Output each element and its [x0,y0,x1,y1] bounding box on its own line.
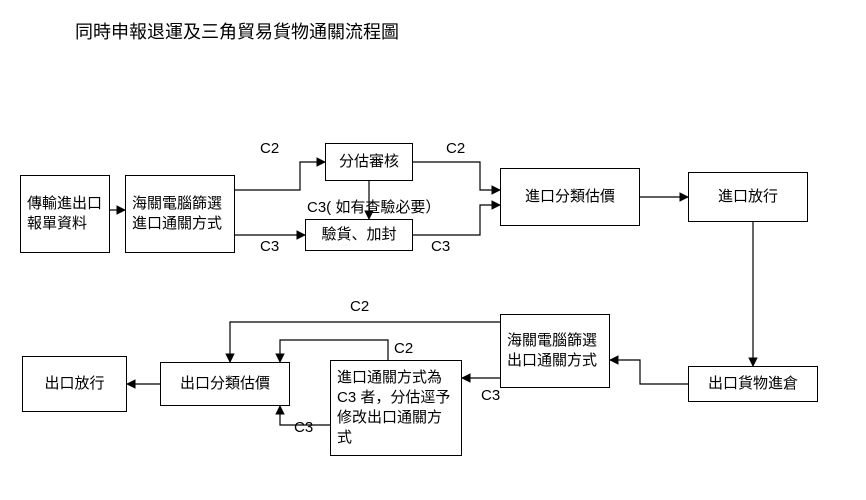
node-import-release: 進口放行 [688,172,808,222]
node-modify-export: 進口通關方式為 C3 者，分估逕予修改出口通關方式 [330,360,462,456]
edge-label: C3 [260,238,279,255]
node-import-classify: 進口分類估價 [500,168,640,226]
node-label: 進口通關方式為 C3 者，分估逕予修改出口通關方式 [337,368,455,449]
node-label: 進口放行 [718,187,778,207]
node-inspect-seal: 驗貨、加封 [305,219,413,251]
node-input-data: 傳輸進出口報單資料 [20,175,110,253]
edge-label: C2 [260,140,279,157]
node-export-release: 出口放行 [22,356,127,412]
node-label: 出口分類估價 [180,374,270,394]
node-label: 傳輸進出口報單資料 [27,194,103,235]
edge-label: C3( 如有查驗必要） [307,196,440,217]
node-export-warehouse: 出口貨物進倉 [688,366,818,402]
edge-label: C3 [294,419,313,436]
edge-label: C3 [431,238,450,255]
node-export-classify: 出口分類估價 [160,362,290,406]
node-import-screen: 海關電腦篩選進口通關方式 [125,175,235,253]
diagram-title: 同時申報退運及三角貿易貨物通關流程圖 [75,18,399,44]
node-label: 進口分類估價 [525,187,615,207]
edge-label: C3 [481,387,500,404]
node-label: 驗貨、加封 [321,225,396,245]
node-label: 出口放行 [44,374,104,394]
edge-label: C2 [350,298,369,315]
flowchart-canvas: 同時申報退運及三角貿易貨物通關流程圖 傳輸進出口報單資料 海關電腦篩選進口通關方… [0,0,866,500]
node-label: 海關電腦篩選進口通關方式 [132,194,228,235]
node-export-screen: 海關電腦篩選出口通關方式 [500,314,610,388]
node-assess-review: 分估審核 [325,143,413,181]
node-label: 海關電腦篩選出口通關方式 [507,331,603,372]
node-label: 出口貨物進倉 [708,374,798,394]
edge-label: C2 [446,140,465,157]
edge-label: C2 [394,340,413,357]
node-label: 分估審核 [339,152,399,172]
